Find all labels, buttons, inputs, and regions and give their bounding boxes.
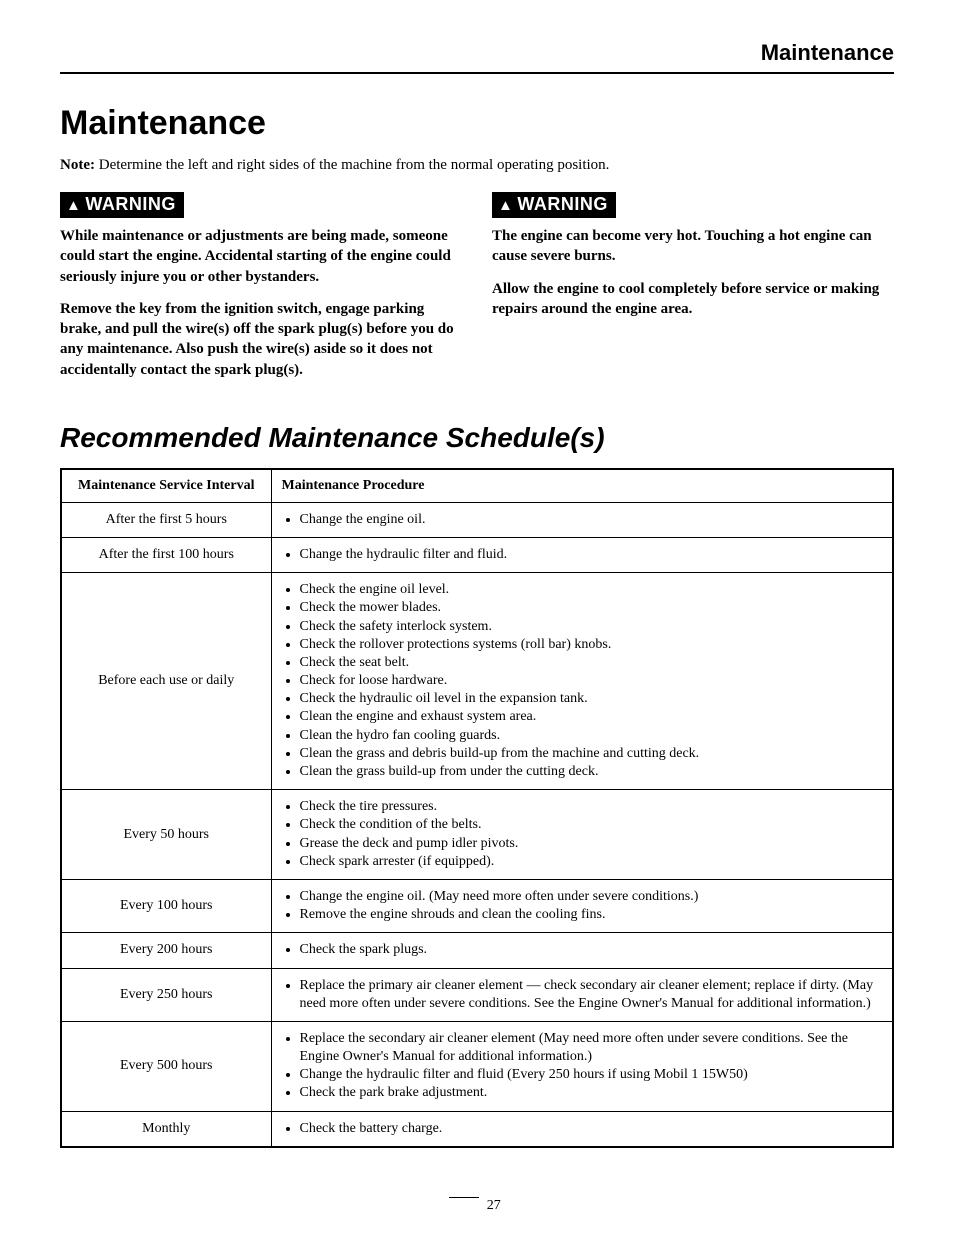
procedure-item: Check the seat belt.: [300, 654, 883, 672]
procedure-item: Check the condition of the belts.: [300, 816, 883, 834]
procedure-item: Change the engine oil.: [300, 511, 883, 529]
procedure-item: Clean the grass build-up from under the …: [300, 763, 883, 781]
warning-right-p1: The engine can become very hot. Touching…: [492, 226, 894, 267]
warning-left: ▲WARNING While maintenance or adjustment…: [60, 192, 462, 392]
procedure-item: Check the spark plugs.: [300, 941, 883, 959]
procedure-list: Change the engine oil. (May need more of…: [282, 888, 883, 924]
interval-cell: Before each use or daily: [61, 573, 271, 790]
table-row: Monthly Check the battery charge.: [61, 1111, 893, 1147]
interval-cell: Every 500 hours: [61, 1021, 271, 1111]
procedure-item: Check the safety interlock system.: [300, 618, 883, 636]
procedure-item: Check the hydraulic oil level in the exp…: [300, 690, 883, 708]
table-row: Every 100 hours Change the engine oil. (M…: [61, 879, 893, 932]
procedure-item: Check the engine oil level.: [300, 581, 883, 599]
procedure-list: Check the spark plugs.: [282, 941, 883, 959]
procedure-item: Check the tire pressures.: [300, 798, 883, 816]
interval-cell: Every 100 hours: [61, 879, 271, 932]
warning-badge-text: WARNING: [85, 194, 176, 214]
procedure-cell: Change the engine oil.: [271, 502, 893, 537]
interval-cell: After the first 100 hours: [61, 537, 271, 572]
schedule-body: After the first 5 hours Change the engine…: [61, 502, 893, 1147]
schedule-title: Recommended Maintenance Schedule(s): [60, 422, 894, 454]
procedure-item: Check spark arrester (if equipped).: [300, 853, 883, 871]
procedure-item: Clean the engine and exhaust system area…: [300, 708, 883, 726]
procedure-item: Check the mower blades.: [300, 599, 883, 617]
procedure-item: Check the rollover protections systems (…: [300, 636, 883, 654]
interval-cell: Every 250 hours: [61, 968, 271, 1021]
warning-badge-right: ▲WARNING: [492, 192, 616, 218]
procedure-item: Clean the hydro fan cooling guards.: [300, 727, 883, 745]
table-row: Before each use or dailyCheck the engine…: [61, 573, 893, 790]
procedure-cell: Change the engine oil. (May need more of…: [271, 879, 893, 932]
procedure-item: Change the hydraulic filter and fluid (E…: [300, 1066, 883, 1084]
procedure-cell: Replace the secondary air cleaner elemen…: [271, 1021, 893, 1111]
warning-right-p2: Allow the engine to cool completely befo…: [492, 279, 894, 320]
warning-icon: ▲: [498, 197, 513, 214]
procedure-item: Replace the primary air cleaner element …: [300, 977, 883, 1013]
warnings-row: ▲WARNING While maintenance or adjustment…: [60, 192, 894, 392]
table-header-row: Maintenance Service Interval Maintenance…: [61, 469, 893, 503]
warning-right: ▲WARNING The engine can become very hot.…: [492, 192, 894, 392]
procedure-item: Grease the deck and pump idler pivots.: [300, 835, 883, 853]
procedure-cell: Check the tire pressures.Check the condi…: [271, 790, 893, 880]
note-text: Determine the left and right sides of th…: [99, 157, 610, 173]
interval-cell: After the first 5 hours: [61, 502, 271, 537]
warning-left-p1: While maintenance or adjustments are bei…: [60, 226, 462, 287]
table-row: Every 200 hours Check the spark plugs.: [61, 933, 893, 968]
warning-left-p2: Remove the key from the ignition switch,…: [60, 299, 462, 380]
procedure-list: Check the battery charge.: [282, 1120, 883, 1138]
procedure-item: Change the engine oil. (May need more of…: [300, 888, 883, 906]
procedure-item: Change the hydraulic filter and fluid.: [300, 546, 883, 564]
warning-badge-left: ▲WARNING: [60, 192, 184, 218]
procedure-cell: Check the spark plugs.: [271, 933, 893, 968]
header-section: Maintenance: [761, 40, 894, 65]
procedure-item: Replace the secondary air cleaner elemen…: [300, 1030, 883, 1066]
col-interval: Maintenance Service Interval: [61, 469, 271, 503]
table-row: After the first 100 hours Change the hydr…: [61, 537, 893, 572]
procedure-item: Check for loose hardware.: [300, 672, 883, 690]
interval-cell: Every 50 hours: [61, 790, 271, 880]
warning-badge-text: WARNING: [517, 194, 608, 214]
table-row: After the first 5 hours Change the engine…: [61, 502, 893, 537]
procedure-item: Clean the grass and debris build-up from…: [300, 745, 883, 763]
page-header: Maintenance: [60, 40, 894, 74]
note-line: Note: Determine the left and right sides…: [60, 157, 894, 174]
col-procedure: Maintenance Procedure: [271, 469, 893, 503]
procedure-item: Check the park brake adjustment.: [300, 1084, 883, 1102]
interval-cell: Monthly: [61, 1111, 271, 1147]
procedure-cell: Check the engine oil level.Check the mow…: [271, 573, 893, 790]
warning-icon: ▲: [66, 197, 81, 214]
procedure-list: Change the engine oil.: [282, 511, 883, 529]
interval-cell: Every 200 hours: [61, 933, 271, 968]
note-label: Note:: [60, 157, 95, 173]
procedure-list: Change the hydraulic filter and fluid.: [282, 546, 883, 564]
procedure-cell: Change the hydraulic filter and fluid.: [271, 537, 893, 572]
table-row: Every 500 hours Replace the secondary air…: [61, 1021, 893, 1111]
page-number-value: 27: [483, 1198, 505, 1214]
procedure-item: Remove the engine shrouds and clean the …: [300, 906, 883, 924]
table-row: Every 250 hours Replace the primary air c…: [61, 968, 893, 1021]
procedure-cell: Replace the primary air cleaner element …: [271, 968, 893, 1021]
page-number: 27: [60, 1198, 894, 1214]
main-title: Maintenance: [60, 104, 894, 143]
procedure-list: Replace the primary air cleaner element …: [282, 977, 883, 1013]
schedule-table: Maintenance Service Interval Maintenance…: [60, 468, 894, 1148]
procedure-list: Check the engine oil level.Check the mow…: [282, 581, 883, 781]
procedure-list: Replace the secondary air cleaner elemen…: [282, 1030, 883, 1103]
table-row: Every 50 hoursCheck the tire pressures.C…: [61, 790, 893, 880]
procedure-item: Check the battery charge.: [300, 1120, 883, 1138]
procedure-list: Check the tire pressures.Check the condi…: [282, 798, 883, 871]
procedure-cell: Check the battery charge.: [271, 1111, 893, 1147]
